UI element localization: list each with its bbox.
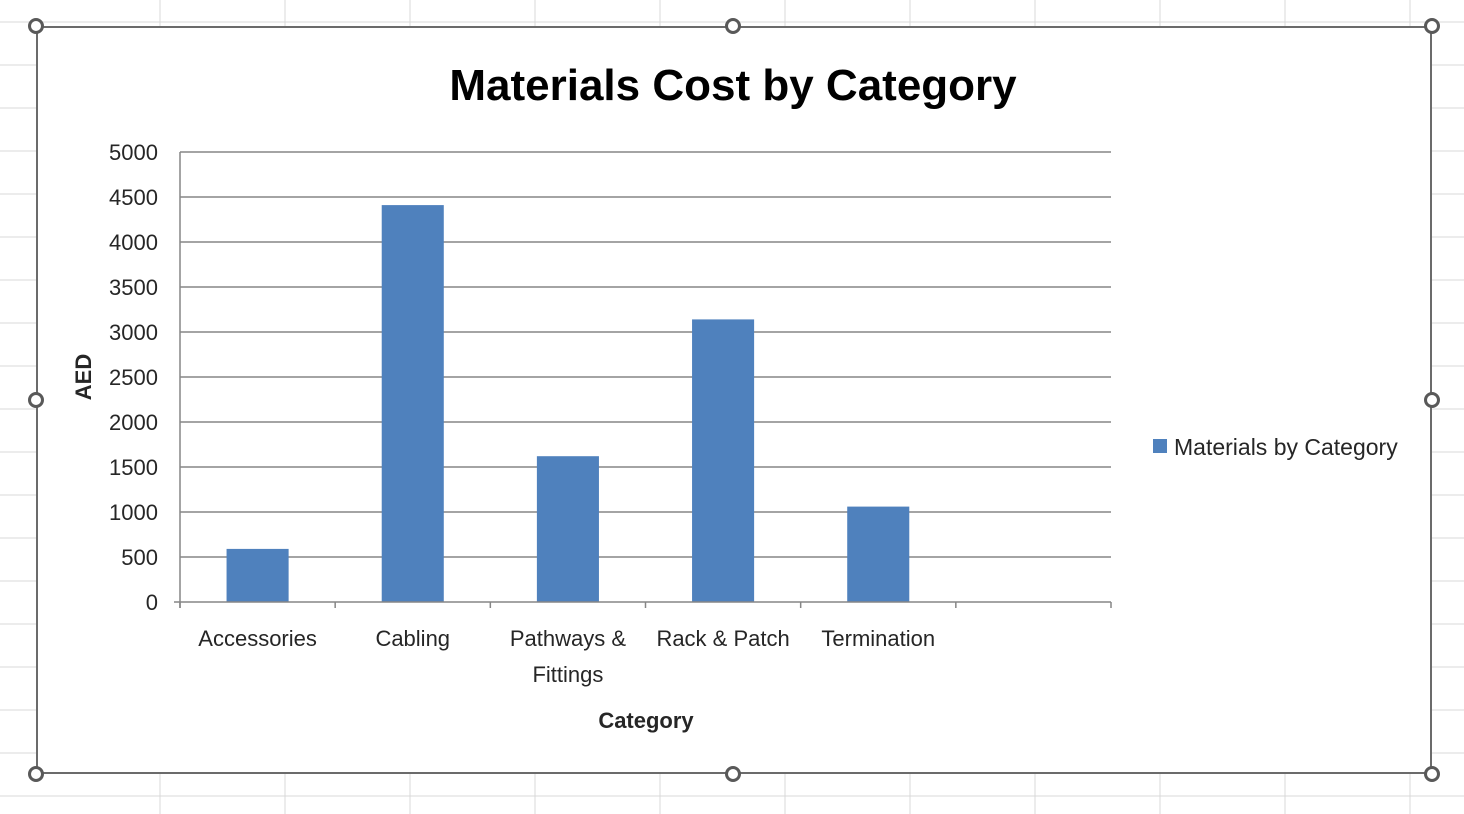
x-tick-label: Fittings — [532, 662, 603, 687]
resize-handle-middle-right[interactable] — [1424, 392, 1440, 408]
chart-title: Materials Cost by Category — [449, 61, 1017, 110]
y-tick-label: 500 — [121, 545, 158, 570]
axes — [174, 152, 1112, 608]
resize-handle-bottom-right[interactable] — [1424, 766, 1440, 782]
resize-handle-bottom-center[interactable] — [725, 766, 741, 782]
x-tick-label: Cabling — [375, 626, 450, 651]
x-tick-label: Termination — [821, 626, 935, 651]
y-tick-label: 3000 — [109, 320, 158, 345]
bar[interactable] — [381, 205, 444, 602]
bar[interactable] — [692, 319, 755, 602]
y-tick-label: 2000 — [109, 410, 158, 435]
x-tick-label: Rack & Patch — [656, 626, 789, 651]
y-tick-label: 4000 — [109, 230, 158, 255]
y-tick-label: 5000 — [109, 140, 158, 165]
x-tick-labels: Accessories Cabling Pathways & Fittings Rack… — [198, 626, 935, 687]
resize-handle-top-left[interactable] — [28, 18, 44, 34]
y-tick-label: 0 — [146, 590, 158, 615]
legend[interactable]: Materials by Category — [1153, 434, 1398, 460]
resize-handle-bottom-left[interactable] — [28, 766, 44, 782]
resize-handle-middle-left[interactable] — [28, 392, 44, 408]
gridlines — [180, 151, 1111, 558]
y-tick-label: 4500 — [109, 185, 158, 210]
y-tick-labels: 0 500 1000 1500 2000 2500 3000 3500 4000 4500 5000 — [109, 140, 158, 615]
resize-handle-top-center[interactable] — [725, 18, 741, 34]
resize-handle-top-right[interactable] — [1424, 18, 1440, 34]
x-tick-label: Accessories — [198, 626, 317, 651]
x-axis-label: Category — [598, 708, 694, 733]
y-tick-label: 1000 — [109, 500, 158, 525]
legend-swatch — [1153, 439, 1167, 453]
y-axis-label: AED — [71, 354, 96, 400]
bar[interactable] — [847, 506, 910, 602]
y-tick-label: 3500 — [109, 275, 158, 300]
y-tick-label: 1500 — [109, 455, 158, 480]
x-tick-label: Pathways & — [510, 626, 626, 651]
bars — [226, 205, 910, 602]
bar[interactable] — [226, 548, 289, 602]
legend-label: Materials by Category — [1174, 434, 1398, 460]
y-tick-label: 2500 — [109, 365, 158, 390]
bar[interactable] — [536, 456, 599, 602]
